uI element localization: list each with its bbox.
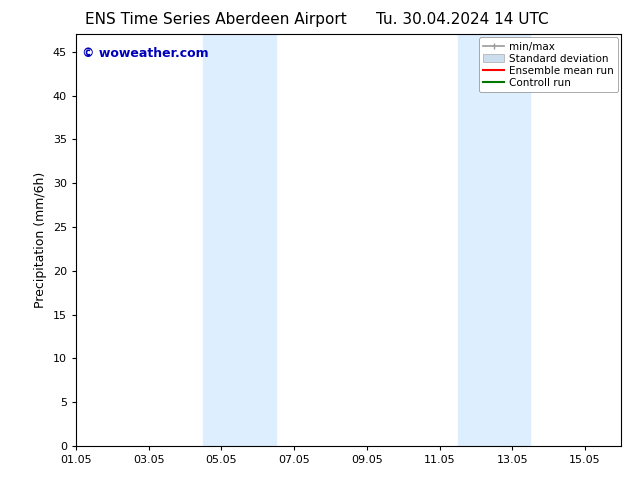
Text: ENS Time Series Aberdeen Airport      Tu. 30.04.2024 14 UTC: ENS Time Series Aberdeen Airport Tu. 30.… — [85, 12, 549, 27]
Bar — [458, 34, 531, 446]
Text: © woweather.com: © woweather.com — [82, 47, 208, 60]
Bar — [204, 34, 276, 446]
Legend: min/max, Standard deviation, Ensemble mean run, Controll run: min/max, Standard deviation, Ensemble me… — [479, 37, 618, 92]
Y-axis label: Precipitation (mm/6h): Precipitation (mm/6h) — [34, 172, 48, 308]
